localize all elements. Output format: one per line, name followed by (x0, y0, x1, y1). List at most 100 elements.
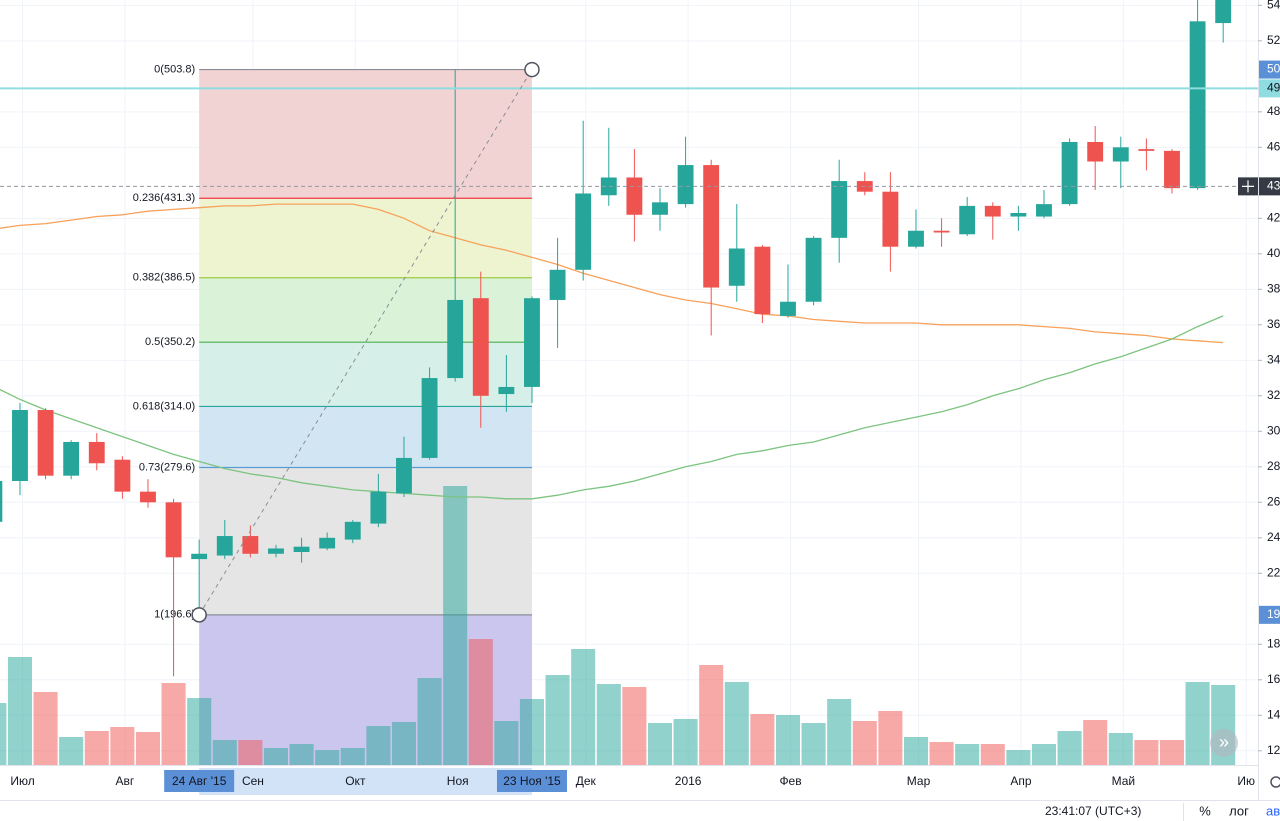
candle-body (140, 491, 156, 503)
price-axis-marker (1259, 79, 1280, 98)
date-marker (496, 770, 567, 792)
candle-body (472, 298, 489, 396)
y-tick-label: 28 (1267, 459, 1280, 473)
volume-bar (315, 750, 340, 765)
candle-body (396, 457, 412, 494)
fib-level-label: 0.73(279.6) (139, 461, 195, 473)
volume-bar (1159, 740, 1185, 765)
date-marker-label: 24 Авг '15 (172, 774, 227, 788)
auto-toggle[interactable]: ав (1266, 803, 1280, 818)
date-marker-label: 23 Ноя '15 (503, 774, 561, 788)
volume-bar (289, 744, 314, 765)
x-tick-label: Май (1112, 774, 1136, 788)
fib-level-label: 0(503.8) (154, 63, 195, 75)
candle-body (268, 548, 284, 554)
volume (0, 486, 1236, 765)
candle-body (780, 301, 796, 316)
x-tick-label: Сен (242, 774, 264, 788)
volume-bar (1108, 733, 1133, 765)
candle-body (344, 521, 361, 540)
candle-body (728, 248, 745, 286)
price-axis-marker (1259, 60, 1280, 79)
volume-bar (903, 737, 929, 765)
y-tick-label: 16 (1267, 672, 1280, 686)
settings-icon[interactable] (1270, 776, 1280, 788)
candle-body (1087, 141, 1104, 162)
date-marker (164, 770, 235, 792)
candle-body (575, 193, 592, 270)
timezone-clock[interactable]: 23:41:07 (UTC+3) (1045, 804, 1141, 818)
candle-body (754, 246, 771, 315)
volume-bar (596, 684, 621, 765)
volume-bar (187, 698, 212, 765)
candle-body (216, 536, 233, 556)
fib-band (199, 198, 532, 278)
fib-level-label: 0.5(350.2) (145, 336, 195, 348)
time-range-highlight (199, 768, 532, 795)
candle-body (191, 553, 208, 560)
fib-anchor[interactable] (524, 61, 540, 78)
candle-body (652, 202, 668, 215)
log-toggle[interactable]: лог (1229, 803, 1249, 818)
candle-body (933, 230, 950, 233)
scroll-to-latest-button[interactable] (1210, 729, 1238, 757)
volume-bar (545, 675, 570, 765)
volume-bar (366, 726, 391, 765)
candle-body (600, 177, 617, 196)
candle-body (1215, 0, 1232, 24)
volume-bar (33, 692, 58, 765)
candle-body (626, 177, 643, 215)
candle-body (242, 536, 259, 554)
y-tick-label: 38 (1267, 281, 1280, 295)
y-tick-label: 40 (1267, 246, 1280, 260)
price-axis-marker (1259, 605, 1280, 624)
y-tick-label: 18 (1267, 636, 1280, 650)
candle-body (1189, 21, 1206, 189)
fib-level-label: 1(196.6) (154, 609, 195, 621)
volume-bar (238, 740, 263, 765)
percent-toggle[interactable]: % (1199, 803, 1211, 818)
volume-bar (135, 732, 161, 765)
volume-bar (468, 639, 493, 765)
candle-body (88, 441, 105, 464)
moving-average-line (0, 315, 1224, 500)
volume-bar (571, 649, 596, 765)
volume-bar (110, 727, 135, 765)
price-axis-marker-label: 43 (1267, 179, 1280, 193)
fib-band (199, 406, 532, 468)
y-tick-label: 34 (1267, 352, 1280, 366)
candle-body (1138, 149, 1155, 151)
y-tick-label: 42 (1267, 210, 1280, 224)
volume-bar (724, 682, 749, 765)
fib-band (199, 69, 532, 199)
volume-bar (647, 723, 673, 765)
x-tick-label: 2016 (675, 774, 702, 788)
x-tick-label: Ноя (447, 774, 469, 788)
candle-body (677, 165, 694, 205)
volume-bar (699, 665, 724, 765)
candle-body (421, 378, 438, 458)
fib-level-label: 0.618(314.0) (133, 400, 195, 412)
moving-averages (0, 203, 1224, 500)
volume-bar (878, 711, 903, 765)
fib-level-label: 0.382(386.5) (133, 272, 195, 284)
candle-body (37, 410, 54, 476)
candle-body (805, 237, 822, 302)
volume-bar (1134, 740, 1159, 765)
y-tick-label: 48 (1267, 104, 1280, 118)
overlays (0, 61, 1258, 623)
scroll-to-latest-icon[interactable]: » (1219, 732, 1229, 752)
candle-body (831, 181, 848, 238)
fib-level-label: 0.236(431.3) (133, 192, 195, 204)
volume-bar (1083, 720, 1108, 765)
x-tick-label: Мар (907, 774, 931, 788)
x-tick-label: Апр (1010, 774, 1032, 788)
y-tick-label: 12 (1267, 743, 1280, 757)
fib-anchor[interactable] (191, 607, 207, 623)
volume-bar (7, 657, 33, 765)
price-axis (1258, 0, 1280, 800)
candle-body (1010, 212, 1027, 217)
candle-body (984, 205, 1001, 217)
volume-bar (84, 731, 109, 765)
